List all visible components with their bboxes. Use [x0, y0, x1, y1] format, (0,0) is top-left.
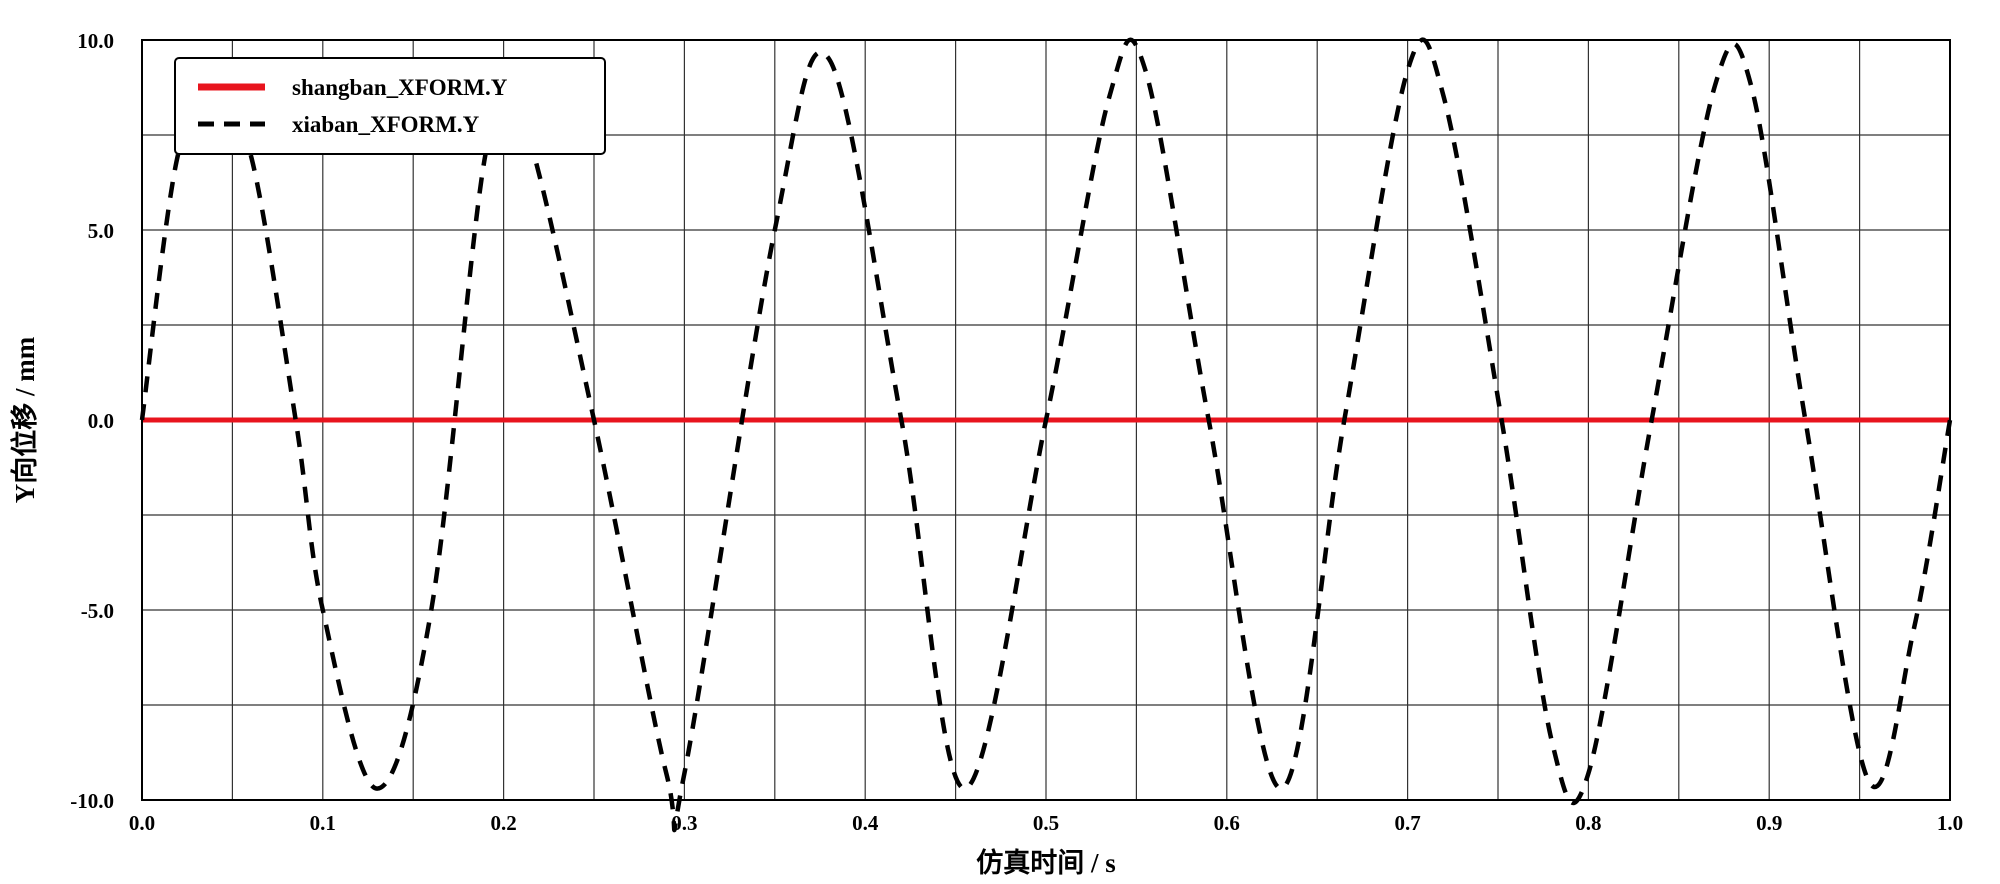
- x-tick-label: 0.3: [671, 811, 697, 835]
- x-tick-label: 0.2: [490, 811, 516, 835]
- plot-series: [139, 37, 1953, 833]
- y-tick-label: -10.0: [70, 789, 114, 813]
- legend-box: [174, 57, 606, 155]
- y-tick-label: 5.0: [88, 219, 114, 243]
- x-tick-label: 0.1: [310, 811, 336, 835]
- x-tick-label: 0.5: [1033, 811, 1059, 835]
- x-tick-label: 0.6: [1214, 811, 1240, 835]
- plot-area-frame: [141, 39, 1951, 801]
- y-tick-label: 10.0: [77, 29, 114, 53]
- x-tick-label: 0.8: [1575, 811, 1601, 835]
- legend-label-shangban: shangban_XFORM.Y: [292, 75, 508, 100]
- legend: shangban_XFORM.Y xiaban_XFORM.Y: [174, 57, 606, 155]
- x-axis-title: 仿真时间 / s: [976, 848, 1116, 878]
- x-axis-ticks: 0.0 0.1 0.2 0.3 0.4 0.5 0.6 0.7 0.8 0.9 1.0: [129, 811, 1963, 835]
- x-tick-label: 0.0: [129, 811, 155, 835]
- x-tick-label: 0.9: [1756, 811, 1782, 835]
- x-tick-label: 0.7: [1394, 811, 1420, 835]
- x-tick-label: 1.0: [1937, 811, 1963, 835]
- y-tick-label: 0.0: [88, 409, 114, 433]
- legend-label-xiaban: xiaban_XFORM.Y: [292, 112, 480, 137]
- y-axis-ticks: 10.0 5.0 0.0 -5.0 -10.0: [70, 29, 114, 813]
- y-tick-label: -5.0: [81, 599, 114, 623]
- series-line-xiaban: [139, 37, 1953, 833]
- y-axis-title: Y向位移 / mm: [9, 336, 40, 503]
- x-tick-label: 0.4: [852, 811, 879, 835]
